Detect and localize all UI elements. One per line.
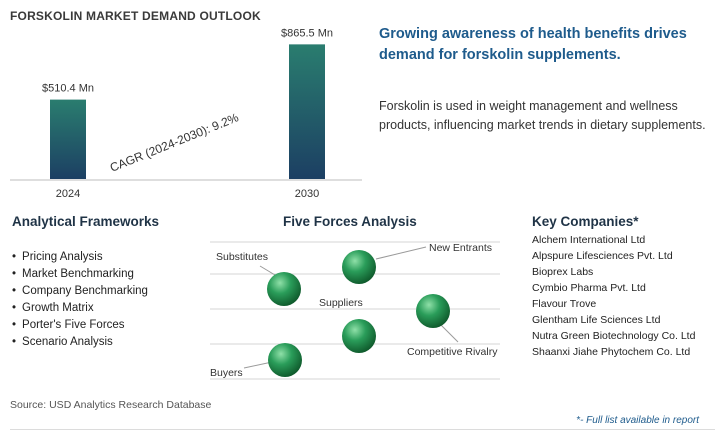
source-note: Source: USD Analytics Research Database [10, 399, 212, 411]
five-forces-title: Five Forces Analysis [283, 214, 417, 229]
divider [10, 429, 715, 430]
key-companies-title: Key Companies* [532, 214, 639, 229]
framework-item: Company Benchmarking [12, 283, 148, 300]
five-forces-diagram: Substitutes New Entrants Suppliers Compe… [210, 241, 500, 380]
x-tick-label: 2024 [56, 188, 80, 200]
cagr-annotation: CAGR (2024-2030): 9.2% [108, 110, 241, 175]
force-label-new-entrants: New Entrants [429, 242, 492, 254]
company-item: Cymbio Pharma Pvt. Ltd [532, 282, 646, 294]
analytical-frameworks-list: Pricing Analysis Market Benchmarking Com… [12, 249, 148, 351]
framework-item: Porter's Five Forces [12, 317, 148, 334]
company-item: Bioprex Labs [532, 266, 594, 278]
chart-title: FORSKOLIN MARKET DEMAND OUTLOOK [10, 9, 261, 23]
framework-item: Pricing Analysis [12, 249, 148, 266]
key-companies-list: Alchem International Ltd Alpspure Lifesc… [532, 232, 695, 360]
bar-value-label: $510.4 Mn [42, 83, 94, 95]
company-item: Alchem International Ltd [532, 234, 646, 246]
connector-lines [243, 246, 459, 369]
force-label-competitive-rivalry: Competitive Rivalry [407, 346, 498, 358]
force-spheres [267, 250, 450, 377]
force-label-buyers: Buyers [210, 367, 243, 379]
framework-item: Market Benchmarking [12, 266, 148, 283]
sphere-buyers [268, 343, 302, 377]
description: Forskolin is used in weight management a… [379, 99, 706, 132]
sphere-competitive-rivalry [416, 294, 450, 328]
framework-item: Scenario Analysis [12, 334, 148, 351]
analytical-frameworks-title: Analytical Frameworks [12, 214, 160, 229]
bar-value-label: $865.5 Mn [281, 27, 333, 39]
sphere-new-entrants [342, 250, 376, 284]
sphere-substitutes [267, 272, 301, 306]
company-item: Nutra Green Biotechnology Co. Ltd [532, 330, 696, 342]
bar-chart: $510.4 Mn 2024 $865.5 Mn 2030 CAGR (2024-20… [10, 27, 362, 200]
company-item: Alpspure Lifesciences Pvt. Ltd [532, 250, 673, 262]
x-tick-label: 2030 [295, 188, 319, 200]
company-item: Glentham Life Sciences Ltd [532, 314, 661, 326]
sphere-suppliers [342, 319, 376, 353]
company-item: Shaanxi Jiahe Phytochem Co. Ltd [532, 346, 691, 358]
force-label-suppliers: Suppliers [319, 297, 363, 309]
framework-item: Growth Matrix [12, 300, 148, 317]
footnote: *- Full list available in report [576, 415, 699, 426]
headline: Growing awareness of health benefits dri… [379, 26, 687, 63]
force-label-substitutes: Substitutes [216, 251, 268, 263]
bar-2024 [50, 99, 86, 179]
bar-2030 [289, 44, 325, 179]
company-item: Flavour Trove [532, 298, 597, 310]
